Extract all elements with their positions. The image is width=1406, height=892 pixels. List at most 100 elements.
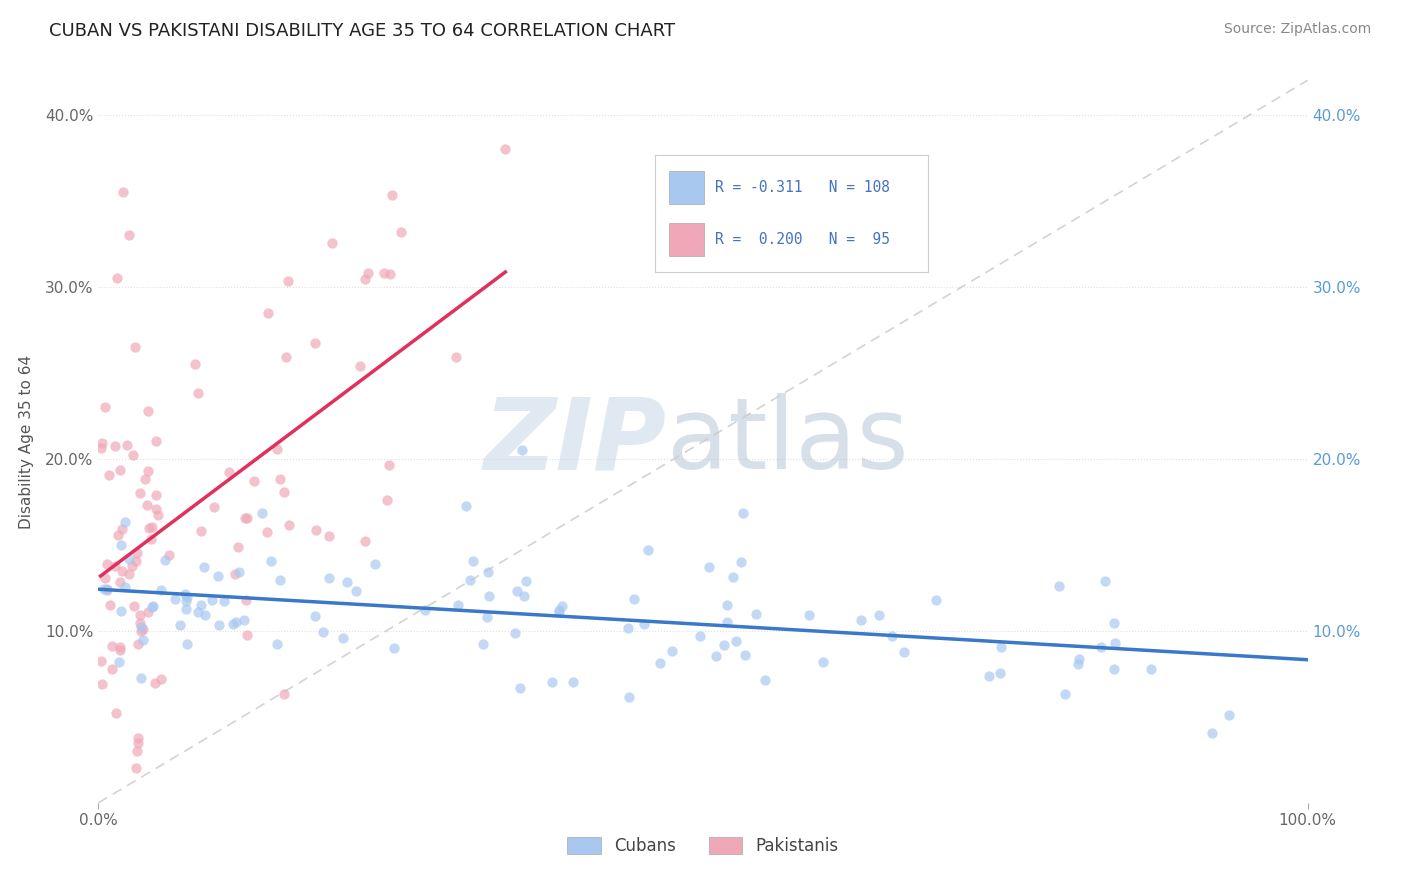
- Point: [110, 642, 132, 657]
- Point: [132, 622, 155, 636]
- Point: [110, 604, 132, 618]
- Point: [187, 385, 209, 400]
- Bar: [669, 223, 704, 255]
- Point: [125, 743, 148, 757]
- Point: [349, 359, 371, 373]
- Point: [1090, 640, 1112, 655]
- Point: [256, 525, 278, 540]
- Point: [633, 616, 655, 631]
- Point: [444, 350, 467, 364]
- Point: [115, 437, 138, 451]
- Point: [125, 554, 148, 568]
- Point: [98, 468, 121, 483]
- Text: Source: ZipAtlas.com: Source: ZipAtlas.com: [1223, 22, 1371, 37]
- Point: [623, 592, 645, 607]
- Point: [266, 442, 288, 456]
- Point: [716, 615, 738, 630]
- Point: [122, 599, 145, 613]
- Point: [122, 448, 145, 462]
- Point: [754, 673, 776, 688]
- Point: [661, 643, 683, 657]
- Point: [101, 662, 124, 676]
- Point: [90, 441, 112, 455]
- Point: [304, 524, 326, 538]
- Point: [101, 640, 124, 654]
- Point: [176, 591, 198, 605]
- Point: [318, 572, 340, 586]
- Point: [108, 463, 131, 477]
- Point: [145, 434, 167, 449]
- Point: [190, 524, 212, 538]
- Point: [118, 228, 141, 243]
- Point: [90, 655, 112, 669]
- Point: [134, 472, 156, 486]
- Point: [127, 638, 149, 652]
- Point: [391, 225, 413, 239]
- Point: [269, 472, 291, 486]
- Point: [713, 638, 735, 652]
- Point: [413, 603, 436, 617]
- Text: R =  0.200   N =  95: R = 0.200 N = 95: [716, 232, 890, 247]
- Point: [381, 187, 404, 202]
- Point: [503, 625, 526, 640]
- Point: [236, 511, 259, 525]
- Point: [104, 559, 127, 574]
- Point: [1104, 635, 1126, 649]
- Point: [125, 761, 148, 775]
- Point: [235, 593, 257, 607]
- Point: [269, 573, 291, 587]
- Point: [515, 574, 537, 588]
- Point: [94, 400, 117, 414]
- Point: [725, 633, 748, 648]
- Point: [697, 559, 720, 574]
- Point: [127, 736, 149, 750]
- Point: [318, 529, 340, 543]
- Point: [1094, 574, 1116, 588]
- Point: [1102, 616, 1125, 631]
- Point: [458, 573, 481, 587]
- Point: [304, 608, 326, 623]
- Point: [509, 681, 531, 695]
- Point: [153, 552, 176, 566]
- Point: [868, 607, 890, 622]
- Point: [447, 598, 470, 612]
- Point: [221, 617, 243, 632]
- Point: [811, 655, 834, 669]
- Point: [190, 598, 212, 612]
- Point: [357, 266, 380, 280]
- Point: [208, 618, 231, 632]
- Point: [354, 533, 377, 548]
- Point: [1218, 707, 1240, 722]
- Point: [129, 671, 152, 685]
- Text: ZIP: ZIP: [484, 393, 666, 490]
- Point: [233, 511, 256, 525]
- Point: [127, 731, 149, 745]
- Point: [121, 558, 143, 573]
- Point: [91, 677, 114, 691]
- Point: [274, 351, 297, 365]
- Point: [273, 485, 295, 500]
- Point: [129, 616, 152, 631]
- Point: [378, 458, 401, 473]
- Point: [176, 637, 198, 651]
- Point: [138, 521, 160, 535]
- Point: [510, 443, 533, 458]
- Point: [105, 271, 128, 285]
- Point: [721, 570, 744, 584]
- Point: [332, 631, 354, 645]
- Point: [378, 268, 401, 282]
- Bar: [669, 171, 704, 204]
- Point: [91, 436, 114, 450]
- Point: [193, 560, 215, 574]
- Point: [111, 522, 134, 536]
- Point: [797, 608, 820, 623]
- Point: [174, 602, 197, 616]
- Point: [108, 640, 131, 655]
- Point: [849, 613, 872, 627]
- Point: [124, 340, 146, 354]
- Point: [704, 648, 727, 663]
- Text: R = -0.311   N = 108: R = -0.311 N = 108: [716, 180, 890, 195]
- Point: [506, 583, 529, 598]
- Point: [463, 554, 485, 568]
- Point: [104, 706, 127, 721]
